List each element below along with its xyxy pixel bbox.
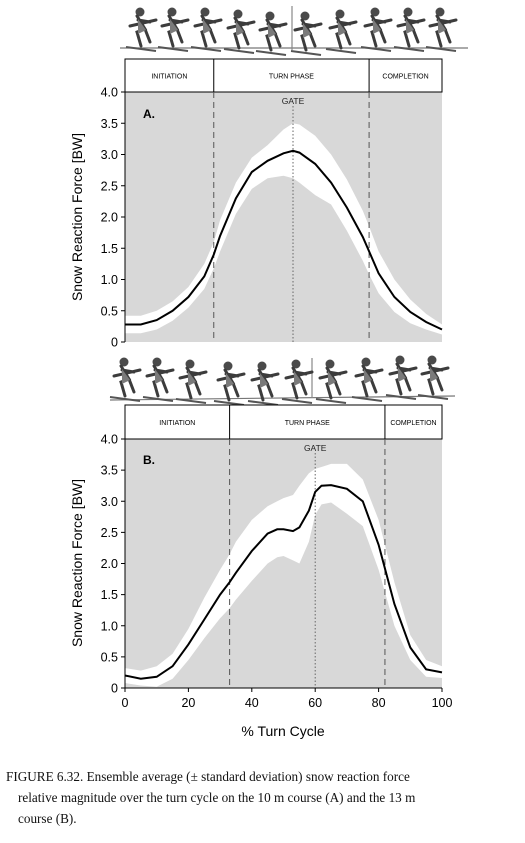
y-tick-label: 0 [111, 336, 118, 350]
y-tick-label: 1.5 [101, 242, 118, 256]
phase-label: TURN PHASE [269, 74, 314, 81]
skier-icon [424, 6, 458, 53]
phase-header-b: INITIATION TURN PHASE COMPLETION [124, 404, 443, 440]
y-tick-label: 0.5 [101, 650, 118, 664]
plot-area-b [125, 439, 442, 688]
y-axis-label-b: Snow Reaction Force [BW] [69, 479, 85, 647]
phase-label: INITIATION [159, 420, 195, 427]
skier-icon [156, 6, 190, 53]
y-axis-label-a: Snow Reaction Force [BW] [69, 133, 85, 301]
panel-b: INITIATION TURN PHASE COMPLETION 4.0 3.5 3.0… [69, 354, 456, 739]
caption-line: relative magnitude over the turn cycle o… [18, 790, 416, 805]
y-tick-label: 3.0 [101, 148, 118, 162]
skier-icon [384, 354, 418, 401]
skier-icon [174, 358, 208, 405]
x-tick-label: 80 [372, 696, 386, 710]
x-tick-label: 20 [181, 696, 195, 710]
y-tick-label: 4.0 [101, 86, 118, 100]
y-tick-label: 2.0 [101, 211, 118, 225]
skier-icon [392, 6, 426, 53]
y-ticks-a: 4.0 3.5 3.0 2.5 2.0 1.5 1.0 0.5 0 [101, 86, 125, 350]
skier-icon [359, 6, 393, 53]
y-tick-label: 0.5 [101, 304, 118, 318]
x-axis-label: % Turn Cycle [241, 723, 324, 739]
skier-icon [124, 6, 158, 53]
y-tick-label: 4.0 [101, 433, 118, 447]
skier-icon [324, 8, 358, 55]
y-tick-label: 3.5 [101, 117, 118, 131]
skier-icon [108, 356, 142, 403]
phase-label: INITIATION [151, 74, 187, 81]
panel-label-a: A. [143, 107, 155, 121]
std-band-a [125, 123, 442, 335]
skier-icon [222, 8, 256, 55]
y-tick-label: 1.0 [101, 273, 118, 287]
skier-icon [189, 6, 223, 53]
y-tick-label: 3.0 [101, 495, 118, 509]
figure-svg: INITIATION TURN PHASE COMPLETION 4.0 3.5 3.0… [69, 6, 468, 739]
skier-icon [350, 356, 384, 403]
y-tick-label: 2.5 [101, 179, 118, 193]
y-ticks-b: 4.0 3.5 3.0 2.5 2.0 1.5 1.0 0.5 0 [101, 433, 125, 696]
x-tick-label: 40 [245, 696, 259, 710]
figure-caption: FIGURE 6.32. Ensemble average (± standar… [6, 766, 518, 829]
phase-header-a: INITIATION TURN PHASE COMPLETION [124, 58, 443, 93]
panel-a: INITIATION TURN PHASE COMPLETION 4.0 3.5 3.0… [69, 6, 468, 350]
caption-line: course (B). [18, 811, 77, 826]
skier-sequence-a [120, 6, 468, 57]
y-tick-label: 3.5 [101, 464, 118, 478]
phase-label: TURN PHASE [285, 420, 330, 427]
skier-icon [416, 354, 450, 401]
y-tick-label: 2.0 [101, 557, 118, 571]
x-tick-label: 0 [122, 696, 129, 710]
skier-sequence-b [108, 354, 456, 407]
panel-label-b: B. [143, 453, 155, 467]
std-band-b [125, 463, 442, 687]
mean-line-b [124, 484, 443, 680]
x-ticks-b: 0 20 40 60 80 100 [122, 688, 453, 710]
phase-guides-a [213, 92, 370, 342]
phase-label: COMPLETION [390, 420, 436, 427]
gate-label-b: GATE [304, 443, 327, 453]
y-tick-label: 1.0 [101, 619, 118, 633]
phase-label: COMPLETION [382, 74, 428, 81]
x-tick-label: 100 [432, 696, 453, 710]
skier-icon [280, 358, 314, 405]
y-tick-label: 0 [111, 682, 118, 696]
y-tick-label: 1.5 [101, 588, 118, 602]
skier-icon [141, 356, 175, 403]
phase-header-frame [124, 58, 443, 93]
caption-line: FIGURE 6.32. Ensemble average (± standar… [6, 769, 410, 784]
skier-icon [314, 358, 348, 405]
phase-header-frame [124, 404, 443, 440]
x-tick-label: 60 [308, 696, 322, 710]
y-tick-label: 2.5 [101, 526, 118, 540]
mean-line-a [125, 149, 443, 331]
gate-label-a: GATE [282, 96, 305, 106]
